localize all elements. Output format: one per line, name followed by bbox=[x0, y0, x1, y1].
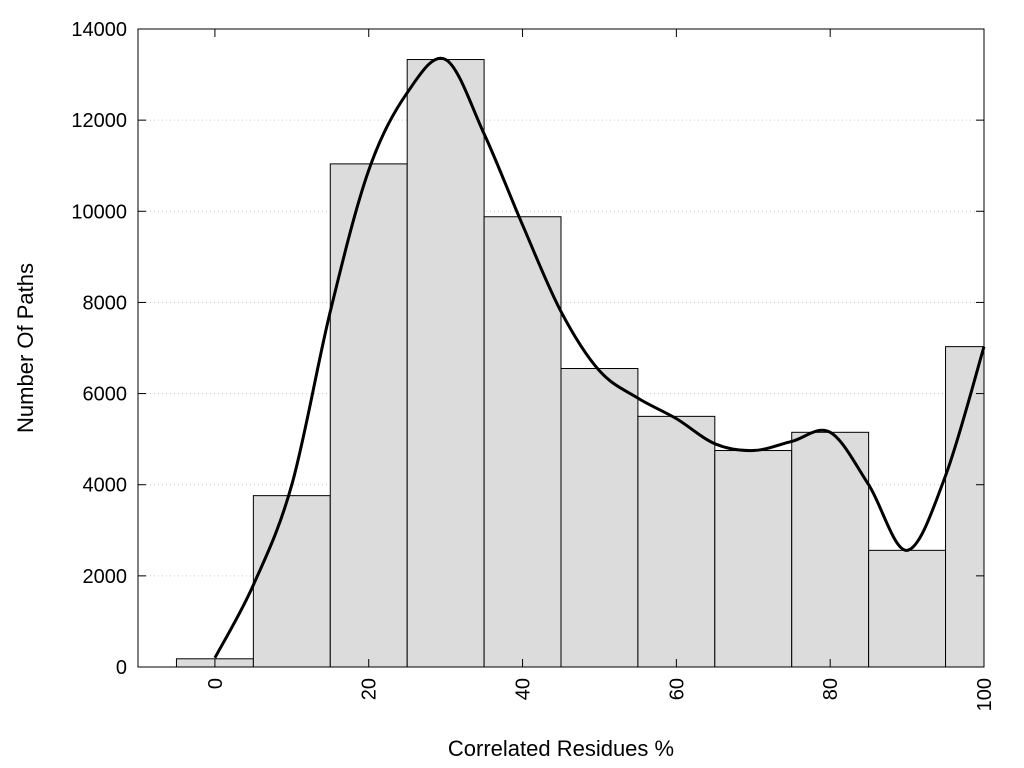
smooth-curve-line bbox=[213, 56, 986, 659]
y-axis-ticks: 0 2000 4000 6000 8000 10000 12000 14000 bbox=[71, 19, 984, 679]
x-tick-label: 20 bbox=[359, 678, 381, 700]
histogram-bar bbox=[329, 163, 408, 668]
y-tick-label: 8000 bbox=[83, 292, 128, 314]
x-tick-label: 0 bbox=[205, 678, 227, 689]
y-tick-label: 12000 bbox=[71, 110, 127, 132]
histogram-bar bbox=[714, 450, 793, 668]
bars bbox=[175, 59, 985, 668]
x-axis-label: Correlated Residues % bbox=[448, 736, 674, 761]
x-tick-label: 60 bbox=[666, 678, 688, 700]
x-axis-ticks: 0 20 40 60 80 100 bbox=[205, 29, 996, 711]
y-tick-label: 0 bbox=[116, 657, 127, 679]
y-axis-label: Number Of Paths bbox=[13, 263, 38, 433]
histogram-bar bbox=[560, 368, 639, 668]
y-tick-label: 2000 bbox=[83, 566, 128, 588]
x-tick-label: 80 bbox=[820, 678, 842, 700]
plot-frame bbox=[137, 28, 985, 668]
histogram-bar bbox=[406, 59, 485, 668]
histogram-bar bbox=[868, 549, 947, 668]
histogram-bar bbox=[945, 346, 985, 668]
x-tick-label: 100 bbox=[974, 678, 996, 711]
x-tick-label: 40 bbox=[513, 678, 535, 700]
histogram-bar bbox=[637, 415, 716, 668]
y-tick-label: 4000 bbox=[83, 475, 128, 497]
smooth-curve bbox=[213, 56, 986, 659]
histogram-bar bbox=[252, 495, 331, 668]
y-tick-label: 14000 bbox=[71, 19, 127, 41]
y-tick-label: 10000 bbox=[71, 201, 127, 223]
y-tick-label: 6000 bbox=[83, 384, 128, 406]
histogram-bar bbox=[483, 216, 562, 668]
